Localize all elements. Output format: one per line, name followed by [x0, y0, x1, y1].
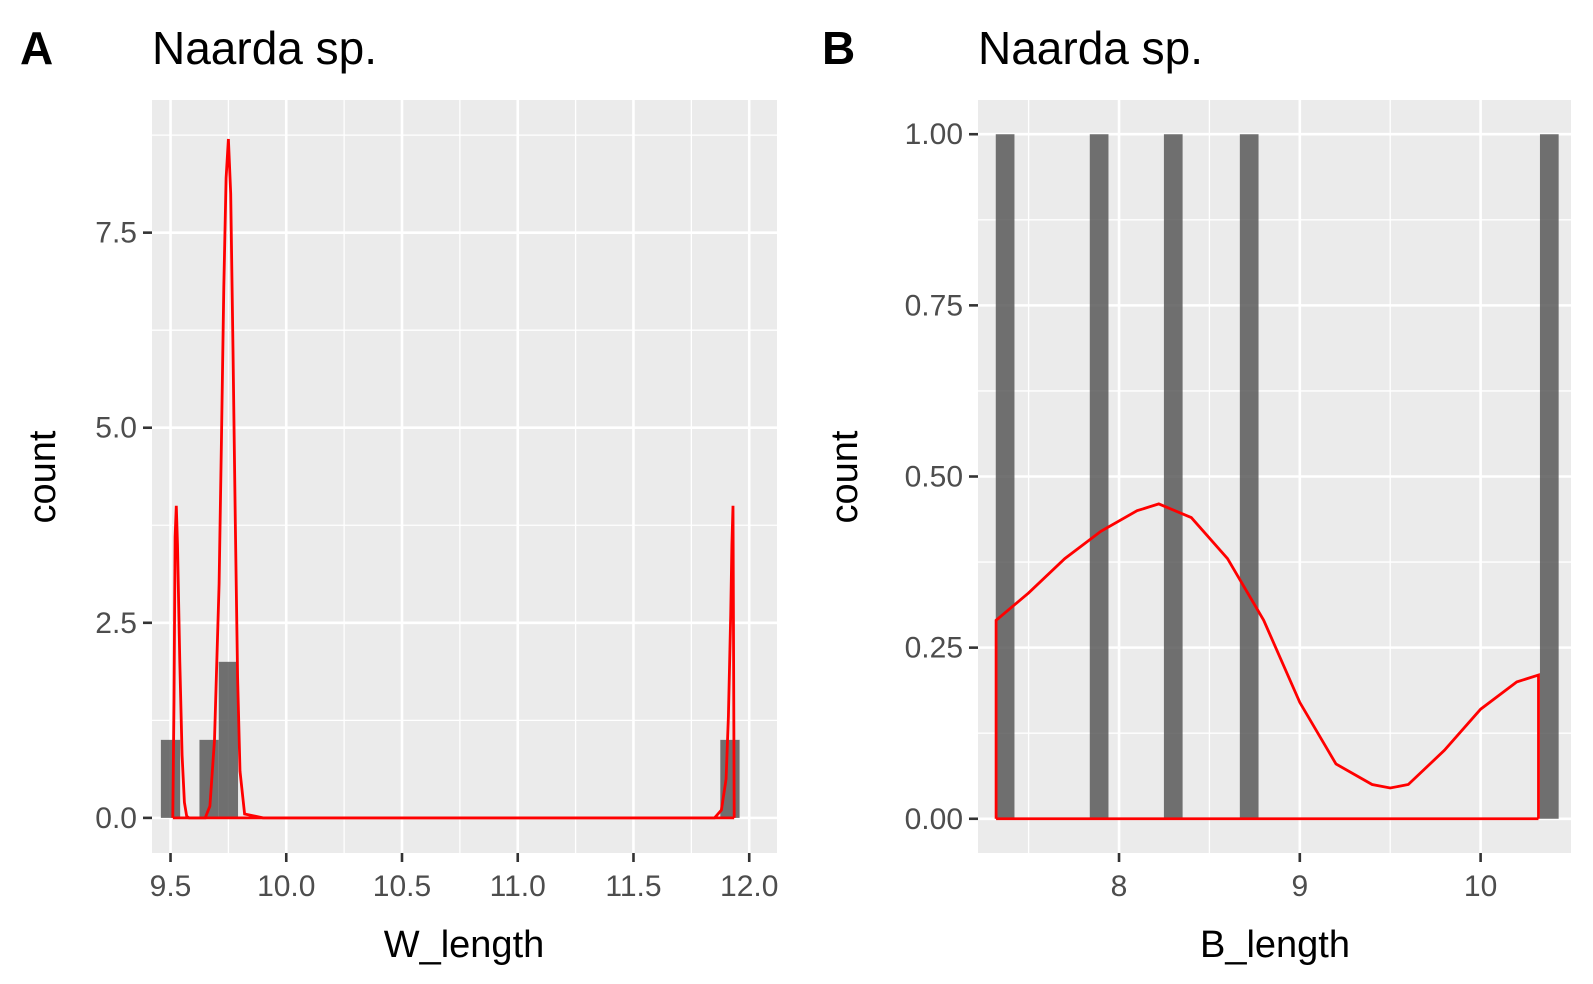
panel-b-y-tick-label: 1.00	[905, 118, 963, 151]
panel-a-x-tick-label: 9.5	[150, 870, 192, 903]
panel-a-bar	[160, 739, 181, 818]
panel-b-bar	[1239, 134, 1259, 819]
panel-b-bar	[1089, 134, 1109, 819]
panel-a-y-tick-label: 5.0	[95, 412, 137, 445]
panel-b-y-tick-label: 0.75	[905, 289, 963, 322]
panel-a-density-line	[171, 138, 736, 820]
panel-b-x-axis-title: B_length	[1200, 924, 1350, 966]
panel-b-density-line	[994, 502, 1540, 819]
panel-a-x-tick-label: 10.0	[257, 870, 315, 903]
panel-a-x-axis-title: W_length	[384, 924, 545, 966]
panel-b-histogram: B Naarda sp. 8 9 10 0.00 0.25 0.50 0.75 1.00 B_…	[822, 22, 1571, 966]
panel-b-density-curve	[994, 502, 1540, 821]
panel-b-x-tick-label: 9	[1291, 870, 1308, 903]
panel-a-x-tick-label: 11.5	[605, 870, 661, 903]
panel-a-density-curve	[171, 138, 736, 820]
panel-a-label: A	[20, 22, 53, 74]
panel-b-x-tick-label: 8	[1111, 870, 1128, 903]
panel-a-x-tick-label: 12.0	[720, 870, 778, 903]
panel-b-bar	[1163, 134, 1183, 819]
panel-b-x-tick-label: 10	[1464, 870, 1497, 903]
panel-b-y-tick-label: 0.50	[905, 461, 963, 494]
panel-b-axes: 8 9 10 0.00 0.25 0.50 0.75 1.00	[905, 118, 1498, 903]
panel-b-bar	[995, 134, 1015, 819]
panel-a-x-tick-label: 10.5	[373, 870, 431, 903]
panel-b-label: B	[822, 22, 855, 74]
panel-a-plot-background	[152, 100, 777, 853]
panel-b-bar	[1539, 134, 1559, 819]
panel-a-gridlines	[152, 100, 777, 853]
panel-b-y-tick-label: 0.25	[905, 632, 963, 665]
panel-b-title: Naarda sp.	[978, 22, 1203, 74]
panel-b-y-tick-label: 0.00	[905, 803, 963, 836]
panel-a-y-axis-title: count	[22, 430, 64, 523]
panel-a-y-tick-label: 7.5	[95, 217, 137, 250]
panel-a-axes: 9.5 10.0 10.5 11.0 11.5 12.0 0.0 2.5 5.0 7.5	[95, 217, 778, 903]
panel-b-y-axis-title: count	[824, 430, 866, 523]
panel-b-bars	[995, 134, 1559, 819]
panel-a-y-tick-label: 2.5	[95, 607, 137, 640]
panel-b-gridlines	[978, 100, 1571, 853]
panel-a-x-tick-label: 11.0	[490, 870, 546, 903]
panel-a-bar	[218, 661, 239, 818]
panel-a-histogram: A Naarda sp. 9.5 10.0 10.5 11.0 11.5 12.0 0.0 2…	[20, 22, 778, 966]
panel-a-y-tick-label: 0.0	[95, 802, 137, 835]
panel-a-title: Naarda sp.	[152, 22, 377, 74]
